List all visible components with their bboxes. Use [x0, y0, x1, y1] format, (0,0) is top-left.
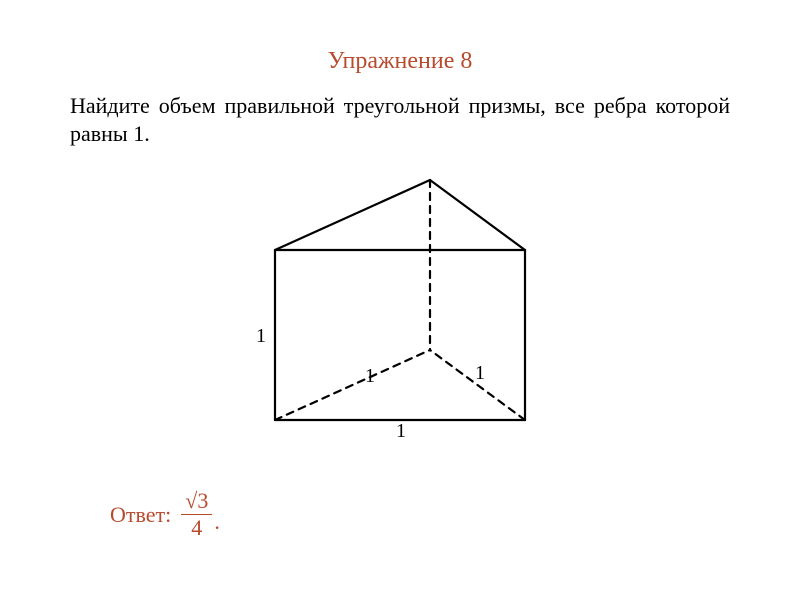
problem-text: Найдите объем правильной треугольной при…: [70, 92, 730, 147]
answer-denominator: 4: [181, 515, 212, 539]
edge-label-height: 1: [256, 325, 266, 348]
edge-label-back-left: 1: [365, 365, 375, 388]
answer-numerator: √3: [181, 490, 212, 515]
exercise-title: Упражнение 8: [0, 48, 800, 75]
prism-diagram: 1 1 1 1: [250, 160, 550, 440]
answer-label: Ответ:: [110, 502, 171, 528]
edge-label-bottom: 1: [396, 420, 406, 443]
answer-period: .: [214, 509, 220, 539]
edge-label-back-right: 1: [475, 362, 485, 385]
answer-fraction: √3 4: [181, 490, 212, 539]
prism-svg: [250, 160, 550, 440]
slide: Упражнение 8 Найдите объем правильной тр…: [0, 0, 800, 600]
answer: Ответ: √3 4 .: [110, 490, 220, 539]
